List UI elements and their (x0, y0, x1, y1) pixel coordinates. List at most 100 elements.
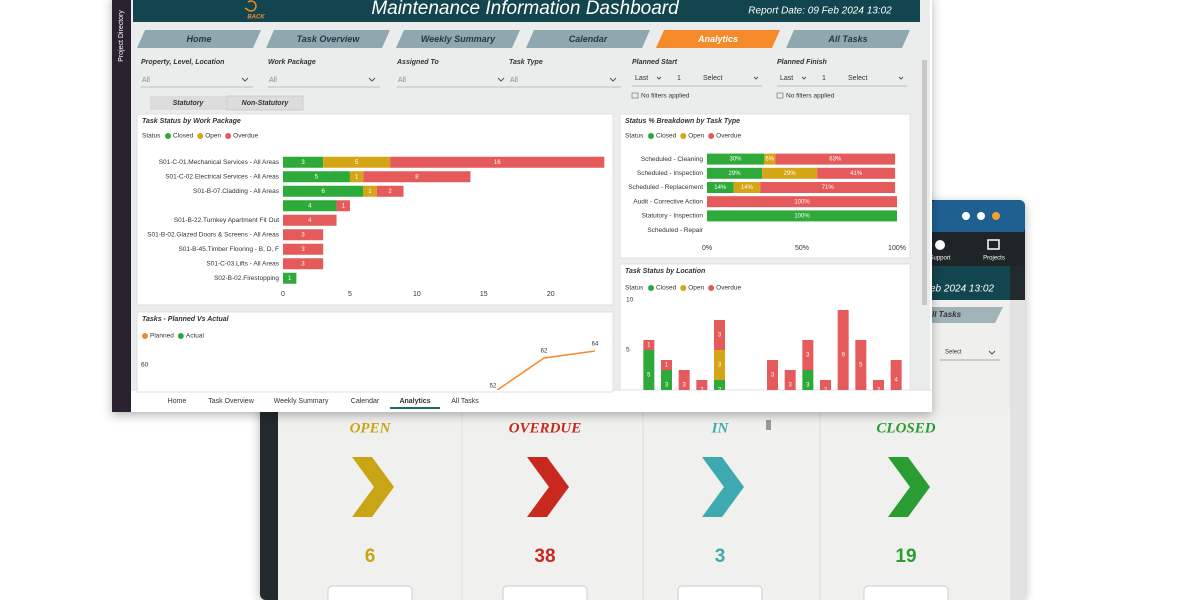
nav-tab-label[interactable]: All Tasks (827, 34, 867, 44)
kpi-button[interactable] (863, 585, 949, 600)
kpi-button[interactable] (502, 585, 588, 600)
nav-tab-label[interactable]: Analytics (697, 34, 738, 44)
data-label: 3 (665, 383, 669, 389)
nav-tab[interactable] (656, 30, 780, 48)
legend-label: Actual (186, 333, 205, 340)
legend-swatch (680, 133, 687, 139)
legend-label: Overdue (716, 285, 741, 292)
page-tab[interactable]: Home (168, 398, 187, 405)
nav-tab[interactable] (396, 30, 520, 48)
filter-unit[interactable]: Select (848, 75, 868, 82)
kpi-button[interactable] (327, 585, 413, 600)
filter-value[interactable]: All (269, 77, 277, 84)
filter-label: Work Package (268, 59, 316, 66)
chart-panel: Task Status by Work Package Status Closed O… (136, 113, 614, 306)
legend-title: Status (625, 285, 644, 292)
category-label: Scheduled - Repair (647, 227, 703, 234)
x-tick-label: 100% (888, 245, 906, 252)
page-tab[interactable]: Calendar (351, 398, 380, 405)
chevron (609, 77, 617, 82)
filter-value[interactable]: All (398, 77, 406, 84)
back-date: eb 2024 13:02 (930, 284, 994, 295)
back-header (930, 266, 1010, 300)
data-label: 3 (301, 261, 305, 267)
x-tick-label: 50% (795, 245, 809, 252)
data-label: 62 (541, 349, 548, 355)
nav-tab[interactable] (786, 30, 910, 48)
scrollbar (1010, 300, 1025, 600)
scroll-thumb (766, 420, 771, 430)
bar-segment (376, 185, 404, 197)
legend-swatch (708, 133, 715, 139)
chart-panel: Task Status by Location Status Closed Open O… (619, 263, 911, 394)
nav-tab[interactable] (526, 30, 650, 48)
kpi-value: 6 (365, 546, 376, 567)
back-label[interactable]: BACK (247, 15, 265, 21)
legend-swatch (142, 333, 148, 339)
data-label: 4 (894, 378, 898, 384)
bar-segment (707, 196, 897, 208)
filter-period[interactable]: Last (635, 75, 648, 82)
legend-label: Closed (656, 133, 677, 140)
data-label: 3 (806, 383, 810, 389)
page-tab[interactable]: All Tasks (451, 398, 479, 405)
back-tab[interactable] (930, 307, 1003, 323)
page-tab-indicator (390, 407, 440, 409)
nav-tab[interactable] (266, 30, 390, 48)
bar-segment (661, 360, 672, 370)
panel-bg (136, 311, 614, 393)
nav-tab-label[interactable]: Calendar (569, 34, 608, 44)
front-content: Home Task Overview Weekly Summary Calendar A… (136, 30, 911, 409)
data-label: 63% (829, 157, 842, 163)
category-label: S01-B-45.Timber Flooring - B, D, F (178, 246, 279, 253)
filter-unit[interactable]: Select (703, 75, 723, 82)
toggle-label[interactable]: Non-Statutory (242, 100, 290, 107)
data-label: 100% (794, 199, 810, 205)
kpi-button[interactable] (677, 585, 763, 600)
legend-label: Overdue (233, 133, 258, 140)
data-label: 3 (301, 232, 305, 238)
data-label: 41% (850, 171, 863, 177)
filter-period[interactable]: Last (780, 75, 793, 82)
back-select[interactable]: Select (945, 350, 962, 356)
support-icon[interactable] (935, 240, 945, 250)
legend-swatch (225, 133, 232, 139)
nav-label[interactable]: Support (929, 256, 950, 262)
toggle-button[interactable] (226, 95, 304, 111)
sidebar-label[interactable]: Project Directory (118, 10, 125, 62)
filter-value[interactable]: All (142, 77, 150, 84)
page-tab[interactable]: Analytics (399, 398, 430, 405)
chart-panel: Tasks - Planned Vs Actual Planned Actual 60… (136, 311, 614, 393)
filter-count[interactable]: 1 (677, 75, 681, 82)
data-label: 71% (822, 185, 835, 191)
data-label: 2 (824, 388, 828, 394)
filter-value[interactable]: All (510, 77, 518, 84)
data-label: 1 (368, 189, 372, 195)
back-icon[interactable] (244, 0, 257, 12)
bar-segment (349, 171, 364, 183)
bar-segment (283, 272, 297, 284)
toggle-button[interactable] (150, 96, 227, 110)
kpi-label: CLOSED (876, 420, 935, 436)
bar-segment (678, 370, 690, 390)
projects-icon[interactable] (987, 239, 1000, 250)
nav-tab-label[interactable]: Home (186, 34, 211, 44)
kpi-value: 3 (715, 546, 726, 567)
nav-label[interactable]: Projects (983, 256, 1005, 262)
nav-tab-label[interactable]: Task Overview (297, 34, 361, 44)
page-tab[interactable]: Task Overview (208, 398, 254, 405)
data-label: 52 (490, 384, 497, 390)
filter-count[interactable]: 1 (822, 75, 826, 82)
bar-segment (784, 370, 796, 390)
toggle-label[interactable]: Statutory (173, 100, 205, 107)
page-tab-bar (131, 390, 931, 412)
data-label: 3 (788, 383, 792, 389)
bar-segment (283, 229, 324, 241)
nav-tab[interactable] (137, 30, 261, 48)
nav-tab-label[interactable]: Weekly Summary (421, 34, 496, 44)
bar-segment (767, 360, 778, 390)
back-tab-label[interactable]: ll Tasks (932, 310, 962, 319)
y-tick-label: 60 (141, 362, 149, 369)
page-tab[interactable]: Weekly Summary (274, 398, 329, 405)
category-label: S02-B-02.Firestopping (214, 275, 279, 282)
